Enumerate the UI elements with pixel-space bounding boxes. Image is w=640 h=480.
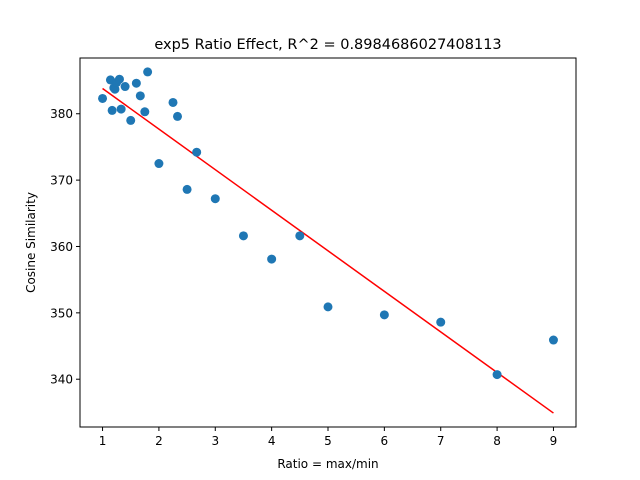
data-point [267, 254, 277, 264]
x-tick-label: 7 [437, 434, 445, 448]
data-point [295, 231, 305, 241]
y-tick-label: 360 [50, 240, 73, 254]
data-point [492, 370, 502, 380]
data-point [238, 231, 248, 241]
data-point [140, 107, 150, 117]
data-point [548, 335, 558, 345]
data-point [98, 93, 108, 103]
x-tick-label: 2 [155, 434, 163, 448]
y-axis: 340 350 360 370 380 [50, 107, 80, 387]
data-point [154, 159, 164, 169]
data-point [131, 78, 141, 88]
data-point [126, 115, 136, 125]
regression-line-group [102, 87, 554, 414]
data-point [192, 147, 202, 157]
x-tick-label: 4 [268, 434, 276, 448]
x-tick-label: 9 [550, 434, 558, 448]
data-points [98, 67, 558, 380]
x-axis-label: Ratio = max/min [277, 457, 378, 471]
y-tick-label: 380 [50, 107, 73, 121]
y-tick-label: 350 [50, 306, 73, 320]
data-point [173, 111, 183, 121]
regression-line [102, 87, 554, 414]
data-point [168, 97, 178, 107]
x-tick-label: 6 [381, 434, 389, 448]
data-point [436, 317, 446, 327]
x-tick-label: 1 [99, 434, 107, 448]
data-point [323, 302, 333, 312]
data-point [116, 104, 126, 114]
data-point [120, 82, 130, 92]
data-point [379, 310, 389, 320]
data-point [182, 184, 192, 194]
data-point [107, 105, 117, 115]
data-point [114, 74, 124, 84]
x-tick-label: 5 [324, 434, 332, 448]
x-axis: 1 2 3 4 5 6 7 8 9 [99, 427, 558, 448]
y-tick-label: 340 [50, 373, 73, 387]
data-point [135, 91, 145, 101]
chart-title: exp5 Ratio Effect, R^2 = 0.8984686027408… [154, 37, 501, 53]
y-tick-label: 370 [50, 174, 73, 188]
data-point [210, 194, 220, 204]
data-point [143, 67, 153, 77]
x-tick-label: 8 [493, 434, 501, 448]
y-axis-label: Cosine Similarity [24, 192, 38, 293]
x-tick-label: 3 [211, 434, 219, 448]
